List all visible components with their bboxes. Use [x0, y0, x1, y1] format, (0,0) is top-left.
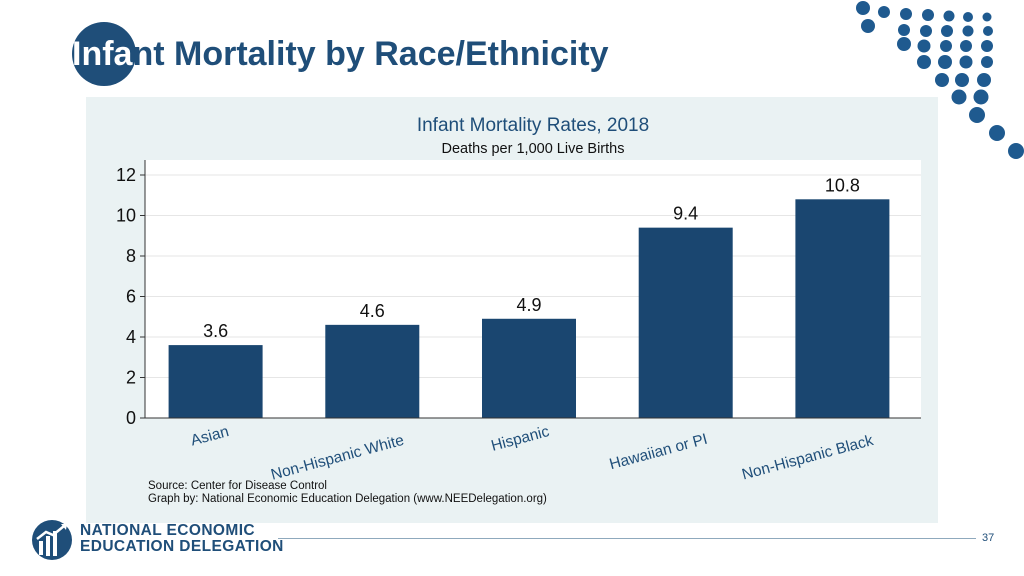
y-tick-label: 0 [126, 408, 136, 428]
y-tick-label: 4 [126, 327, 136, 347]
chart-source: Source: Center for Disease Control [148, 480, 327, 492]
org-name-line1: NATIONAL ECONOMIC [80, 522, 255, 539]
chart-title: Infant Mortality Rates, 2018 [417, 115, 649, 136]
chart-panel: Infant Mortality Rates, 2018 Deaths per … [86, 97, 938, 523]
org-name: NATIONAL ECONOMIC EDUCATION DELEGATION [80, 523, 284, 555]
bar-asian [168, 345, 263, 418]
bar-non-hispanic-black [795, 199, 890, 418]
data-label: 3.6 [203, 321, 228, 341]
chart-credit: Graph by: National Economic Education De… [148, 493, 547, 505]
data-label: 9.4 [673, 204, 698, 224]
x-tick-label: Hispanic [489, 423, 551, 455]
y-tick-label: 10 [116, 206, 136, 226]
chart-subtitle: Deaths per 1,000 Live Births [442, 141, 625, 157]
data-label: 4.9 [516, 295, 541, 315]
title-rest: nt Mortality by Race/Ethnicity [132, 35, 609, 73]
y-tick-label: 2 [126, 368, 136, 388]
y-tick-label: 12 [116, 165, 136, 185]
bar-hawaiian-or-pi [638, 227, 733, 418]
decorative-dot-pattern [856, 1, 1024, 159]
footer-divider [278, 538, 976, 539]
page-number: 37 [982, 532, 995, 544]
y-tick-label: 6 [126, 287, 136, 307]
org-name-line2: EDUCATION DELEGATION [80, 538, 284, 555]
x-tick-label: Hawaiian or PI [608, 431, 710, 474]
bar-hispanic [482, 318, 576, 418]
need-logo-icon [32, 520, 72, 560]
title-accent-circle [72, 22, 136, 86]
x-tick-label: Asian [189, 423, 231, 449]
bar-chart: Infant Mortality Rates, 2018 Deaths per … [116, 115, 921, 505]
y-tick-label: 8 [126, 246, 136, 266]
slide-title: Infant Mortality by Race/Ethnicity [72, 34, 609, 74]
data-label: 10.8 [825, 175, 860, 195]
x-tick-label: Non-Hispanic Black [740, 432, 875, 483]
x-tick-label: Non-Hispanic White [269, 432, 406, 484]
bar-non-hispanic-white [325, 324, 420, 418]
title-highlight: Infa [72, 35, 133, 73]
data-label: 4.6 [360, 301, 385, 321]
